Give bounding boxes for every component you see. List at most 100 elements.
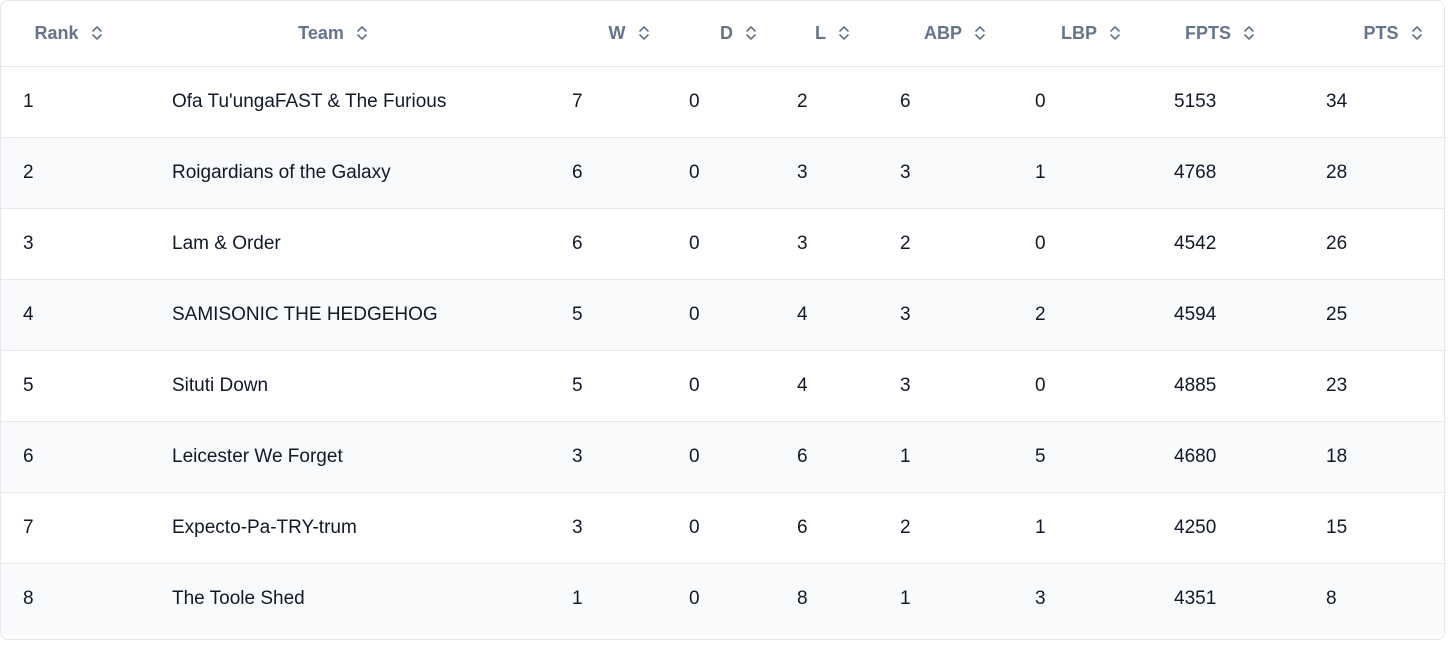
cell-fpts: 5153 xyxy=(1174,90,1217,112)
cell-d: 0 xyxy=(689,587,700,609)
cell-lbp: 0 xyxy=(1035,374,1046,396)
column-label-abp: ABP xyxy=(923,22,962,43)
cell-team: Situti Down xyxy=(172,374,269,396)
sort-chevrons-icon[interactable] xyxy=(638,24,650,42)
column-label-fpts: FPTS xyxy=(1184,22,1231,43)
cell-rank: 8 xyxy=(23,587,34,609)
cell-l: 3 xyxy=(797,232,808,254)
standings-table: Rank Team W D L ABP LBP FPTS PTS 1 Ofa Tu'ungaFAS… xyxy=(1,1,1444,634)
table-row: 3 Lam & Order 6 0 3 2 0 4542 26 xyxy=(1,208,1444,279)
cell-w: 1 xyxy=(572,587,583,609)
cell-d: 0 xyxy=(689,303,700,325)
cell-abp: 1 xyxy=(900,445,911,467)
cell-lbp: 3 xyxy=(1035,587,1046,609)
column-label-team: Team xyxy=(298,22,344,43)
column-label-lbp: LBP xyxy=(1061,22,1097,43)
cell-rank: 4 xyxy=(23,303,34,325)
cell-d: 0 xyxy=(689,232,700,254)
cell-team: The Toole Shed xyxy=(172,587,305,609)
cell-rank: 1 xyxy=(23,90,34,112)
cell-pts: 18 xyxy=(1326,445,1348,467)
cell-abp: 3 xyxy=(900,374,911,396)
sort-button-abp[interactable]: ABP xyxy=(924,23,986,44)
cell-abp: 2 xyxy=(900,232,911,254)
sort-chevrons-icon[interactable] xyxy=(1411,24,1423,42)
cell-team: Ofa Tu'ungaFAST & The Furious xyxy=(172,90,447,112)
cell-fpts: 4542 xyxy=(1174,232,1217,254)
cell-rank: 2 xyxy=(23,161,34,183)
cell-w: 3 xyxy=(572,445,583,467)
cell-l: 4 xyxy=(797,374,808,396)
table-row: 7 Expecto-Pa-TRY-trum 3 0 6 2 1 4250 15 xyxy=(1,492,1444,563)
cell-d: 0 xyxy=(689,445,700,467)
sort-button-rank[interactable]: Rank xyxy=(34,23,102,44)
column-header-abp[interactable]: ABP xyxy=(878,1,1020,66)
cell-pts: 25 xyxy=(1326,303,1348,325)
table-row: 8 The Toole Shed 1 0 8 1 3 4351 8 xyxy=(1,563,1444,634)
header-row: Rank Team W D L ABP LBP FPTS PTS xyxy=(1,1,1444,66)
sort-button-fpts[interactable]: FPTS xyxy=(1185,23,1255,44)
sort-chevrons-icon[interactable] xyxy=(1243,24,1255,42)
column-header-pts[interactable]: PTS xyxy=(1302,1,1444,66)
sort-button-w[interactable]: W xyxy=(609,23,650,44)
cell-team: SAMISONIC THE HEDGEHOG xyxy=(172,303,438,325)
cell-d: 0 xyxy=(689,90,700,112)
cell-l: 4 xyxy=(797,303,808,325)
cell-fpts: 4250 xyxy=(1174,516,1217,538)
cell-w: 6 xyxy=(572,161,583,183)
sort-chevrons-icon[interactable] xyxy=(974,24,986,42)
cell-l: 2 xyxy=(797,90,808,112)
sort-chevrons-icon[interactable] xyxy=(356,24,368,42)
column-header-team[interactable]: Team xyxy=(148,1,548,66)
column-label-pts: PTS xyxy=(1363,22,1399,43)
cell-lbp: 1 xyxy=(1035,161,1046,183)
column-header-fpts[interactable]: FPTS xyxy=(1150,1,1302,66)
cell-d: 0 xyxy=(689,161,700,183)
table-row: 2 Roigardians of the Galaxy 6 0 3 3 1 4768 28 xyxy=(1,137,1444,208)
sort-button-pts[interactable]: PTS xyxy=(1363,23,1422,44)
cell-pts: 26 xyxy=(1326,232,1348,254)
standings-table-container: Rank Team W D L ABP LBP FPTS PTS 1 Ofa Tu'ungaFAS… xyxy=(0,0,1445,640)
sort-button-team[interactable]: Team xyxy=(298,23,368,44)
sort-chevrons-icon[interactable] xyxy=(745,24,757,42)
cell-pts: 23 xyxy=(1326,374,1348,396)
column-header-rank[interactable]: Rank xyxy=(1,1,148,66)
sort-button-lbp[interactable]: LBP xyxy=(1061,23,1121,44)
table-row: 1 Ofa Tu'ungaFAST & The Furious 7 0 2 6 0 5153 3… xyxy=(1,66,1444,137)
column-header-w[interactable]: W xyxy=(548,1,664,66)
cell-team: Lam & Order xyxy=(172,232,281,254)
cell-rank: 6 xyxy=(23,445,34,467)
table-row: 4 SAMISONIC THE HEDGEHOG 5 0 4 3 2 4594 25 xyxy=(1,279,1444,350)
cell-l: 6 xyxy=(797,516,808,538)
column-label-rank: Rank xyxy=(34,22,79,43)
sort-chevrons-icon[interactable] xyxy=(838,24,850,42)
cell-fpts: 4768 xyxy=(1174,161,1217,183)
cell-pts: 28 xyxy=(1326,161,1348,183)
column-header-l[interactable]: L xyxy=(773,1,878,66)
cell-abp: 6 xyxy=(900,90,911,112)
cell-abp: 2 xyxy=(900,516,911,538)
cell-abp: 3 xyxy=(900,303,911,325)
cell-fpts: 4594 xyxy=(1174,303,1217,325)
cell-d: 0 xyxy=(689,374,700,396)
column-label-d: D xyxy=(720,22,733,43)
sort-button-l[interactable]: L xyxy=(815,23,850,44)
cell-lbp: 5 xyxy=(1035,445,1046,467)
cell-fpts: 4351 xyxy=(1174,587,1217,609)
sort-chevrons-icon[interactable] xyxy=(1109,24,1121,42)
cell-rank: 3 xyxy=(23,232,34,254)
column-header-lbp[interactable]: LBP xyxy=(1020,1,1150,66)
cell-l: 6 xyxy=(797,445,808,467)
cell-w: 7 xyxy=(572,90,583,112)
cell-l: 8 xyxy=(797,587,808,609)
cell-lbp: 1 xyxy=(1035,516,1046,538)
column-header-d[interactable]: D xyxy=(664,1,773,66)
cell-l: 3 xyxy=(797,161,808,183)
cell-abp: 1 xyxy=(900,587,911,609)
cell-pts: 8 xyxy=(1326,587,1337,609)
cell-team: Leicester We Forget xyxy=(172,445,343,467)
cell-lbp: 0 xyxy=(1035,232,1046,254)
sort-chevrons-icon[interactable] xyxy=(91,24,103,42)
sort-button-d[interactable]: D xyxy=(720,23,757,44)
cell-lbp: 0 xyxy=(1035,90,1046,112)
